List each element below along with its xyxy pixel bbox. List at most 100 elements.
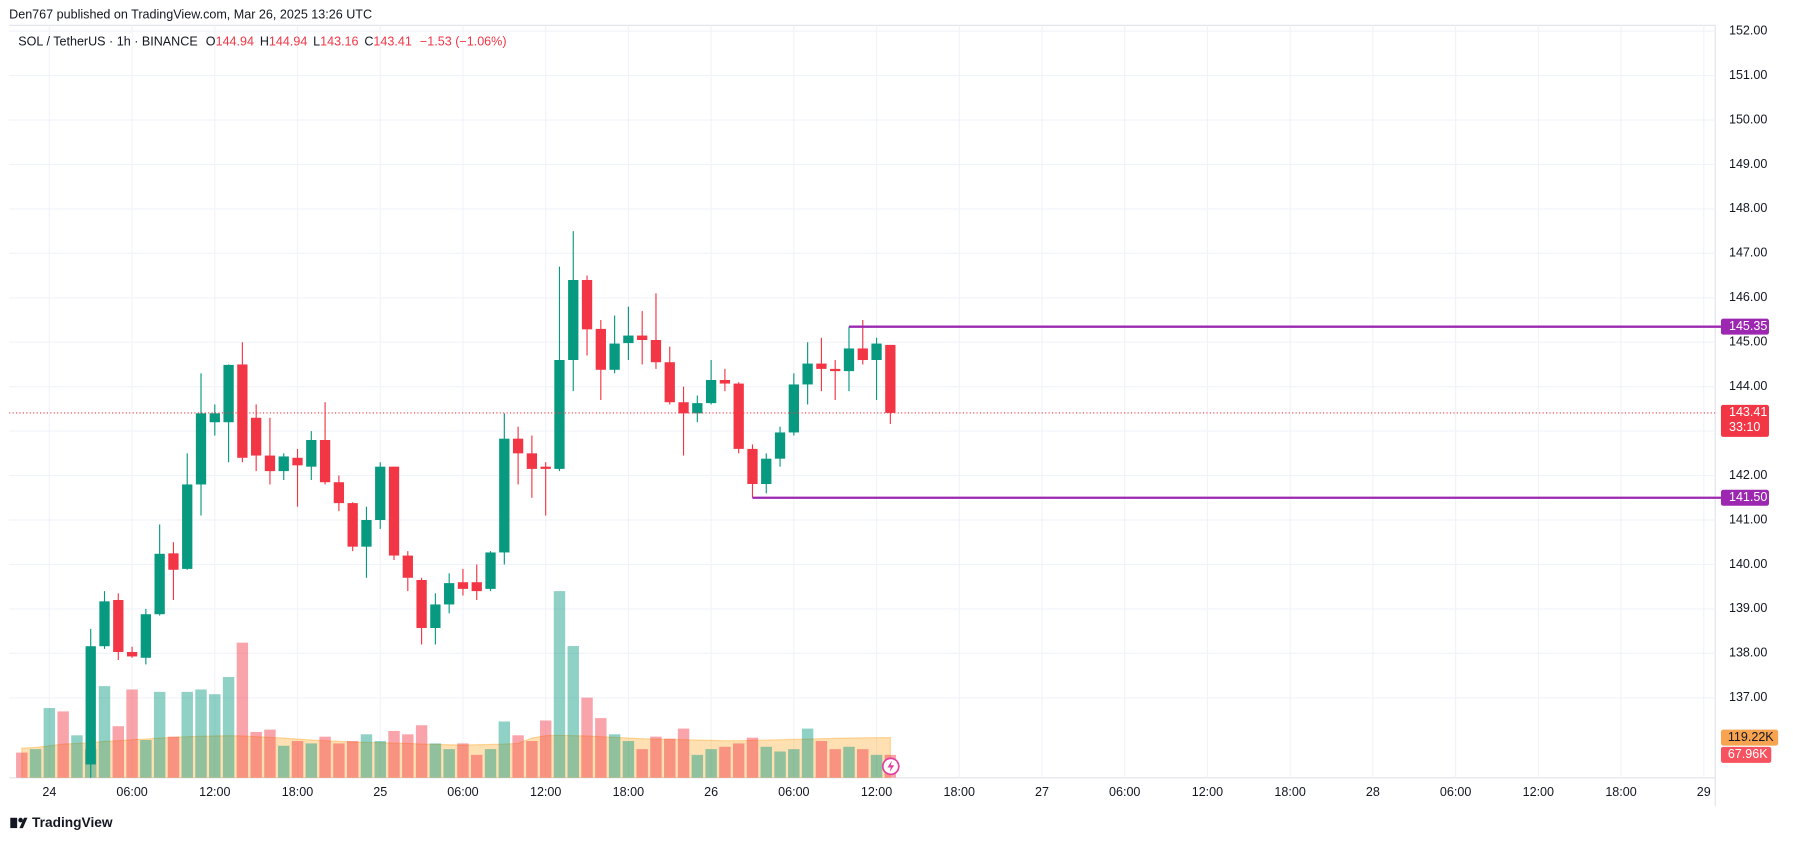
y-tick-label: 149.00: [1729, 157, 1767, 171]
level-label: 145.35: [1729, 319, 1767, 333]
x-tick-label: 18:00: [1274, 785, 1305, 799]
last-price-label: 143.41: [1729, 405, 1767, 419]
candle-body: [485, 552, 496, 589]
plot: [9, 231, 1716, 778]
volume-bar: [760, 746, 772, 778]
candle-body: [568, 280, 579, 361]
candle-body: [430, 604, 441, 628]
x-tick-label: 06:00: [1440, 785, 1471, 799]
candle-body: [457, 582, 469, 589]
y-tick-label: 140.00: [1729, 557, 1767, 571]
close-value: 143.41: [373, 35, 411, 49]
x-tick-label: 06:00: [447, 785, 478, 799]
volume-bar: [236, 642, 249, 778]
volume-bar: [636, 749, 648, 778]
volume-bar: [691, 754, 704, 778]
volume-bar: [181, 691, 193, 778]
candle-body: [857, 348, 868, 361]
volume-bar: [829, 749, 841, 778]
level-tag: [1720, 318, 1769, 335]
change: −1.53 (−1.06%): [420, 35, 507, 49]
candle-body: [885, 344, 896, 413]
y-tick-label: 141.00: [1729, 512, 1767, 526]
candle-body: [113, 599, 124, 652]
low-value: 143.16: [320, 35, 358, 49]
volume-bar: [402, 734, 414, 778]
volume-bar: [346, 741, 359, 778]
volume-bar: [801, 728, 814, 778]
volume-bar: [512, 735, 524, 778]
candle-body: [843, 348, 855, 372]
volume-bar: [553, 591, 566, 778]
x-tick-label: 12:00: [861, 785, 892, 799]
symbol: SOL / TetherUS · 1h · BINANCE: [18, 35, 197, 49]
volume-bar: [484, 749, 497, 778]
volume-ma-tag: [1720, 729, 1779, 746]
volume-bar: [305, 743, 318, 778]
candle-body: [140, 614, 152, 658]
volume-bar: [153, 691, 166, 778]
candle-body: [637, 335, 648, 341]
volume-bar: [443, 749, 455, 778]
volume-bar: [498, 721, 511, 778]
grid: [9, 25, 1716, 778]
candle-body: [623, 335, 634, 344]
volume-bar: [71, 735, 83, 778]
volume-bar: [112, 726, 125, 778]
y-tick-label: 139.00: [1729, 601, 1767, 615]
candle-body: [581, 280, 593, 330]
level-tag: [1720, 489, 1769, 506]
x-tick-label: 06:00: [778, 785, 809, 799]
candle-body: [664, 362, 675, 403]
alert-icon: [881, 757, 900, 776]
candle-body: [168, 553, 179, 570]
x-tick-label: 06:00: [1109, 785, 1140, 799]
volume-bar: [43, 708, 56, 778]
ohlc-label: C: [364, 35, 373, 49]
x-tick-label: 29: [1697, 785, 1711, 799]
candle-body: [292, 457, 303, 466]
countdown: 33:10: [1729, 420, 1760, 434]
y-tick-label: 146.00: [1729, 290, 1767, 304]
volume-bar: [333, 743, 345, 778]
candle-body: [306, 440, 317, 467]
volume-bar: [57, 711, 69, 778]
candle-body: [540, 466, 551, 469]
candle-body: [209, 413, 220, 423]
volume-bar: [843, 746, 855, 778]
ohlc-label: L: [313, 35, 320, 49]
volume-bar: [608, 734, 621, 778]
footer-logo: [10, 817, 28, 829]
volume-label: 67.96K: [1728, 747, 1768, 761]
candle-body: [499, 438, 510, 553]
candle-body: [650, 340, 662, 363]
volume-bar: [222, 677, 235, 778]
x-tick-label: 12:00: [530, 785, 561, 799]
candle-body: [871, 343, 882, 361]
candle-body: [830, 368, 841, 372]
candle-body: [154, 553, 165, 615]
candle-body: [526, 453, 538, 469]
x-tick-label: 18:00: [613, 785, 644, 799]
volume-bar: [195, 689, 207, 778]
y-tick-label: 152.00: [1729, 23, 1767, 37]
candle-body: [85, 646, 96, 765]
volume-bar: [374, 741, 386, 778]
candle-body: [388, 466, 400, 556]
candle-body: [816, 363, 827, 369]
candle-body: [678, 402, 689, 414]
candle-body: [375, 466, 386, 521]
y-tick-label: 137.00: [1729, 690, 1767, 704]
x-tick-label: 25: [373, 785, 387, 799]
volume-bar: [291, 741, 304, 778]
candle-body: [788, 384, 799, 433]
y-tick-label: 142.00: [1729, 468, 1767, 482]
last-price-tag: [1720, 404, 1769, 437]
volume-bar: [567, 646, 579, 778]
volume-bar: [595, 718, 607, 778]
volume-bar: [677, 728, 690, 778]
candle-body: [512, 438, 524, 454]
candle-body: [471, 582, 482, 592]
